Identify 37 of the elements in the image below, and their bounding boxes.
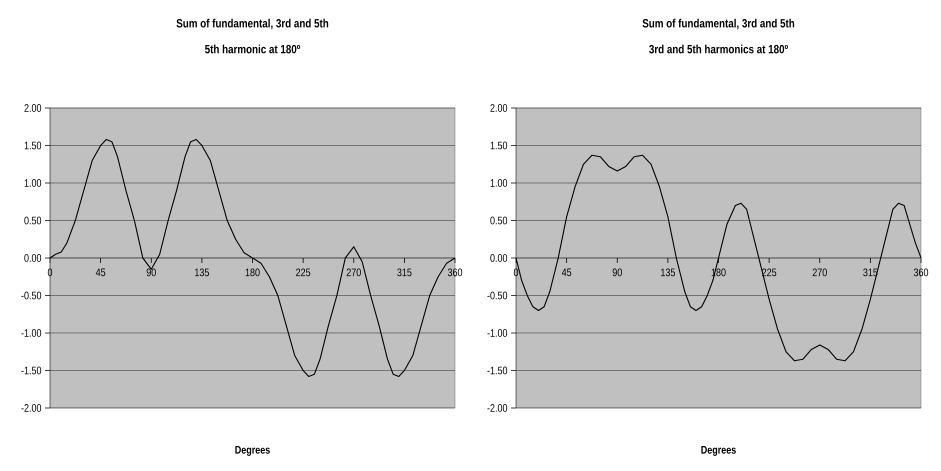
y-tick-label: 2.00 [24,104,42,112]
x-tick-label: 135 [195,268,210,276]
y-tick-label: -1.00 [487,329,508,337]
y-tick-label: 1.00 [490,179,508,187]
y-tick-label: -2.00 [21,404,42,412]
y-tick-label: -0.50 [21,292,42,300]
x-tick-label: 180 [246,268,260,276]
x-tick-label: 270 [346,268,361,276]
y-tick-label: 1.50 [24,142,42,150]
y-tick-label: -0.50 [487,292,508,300]
y-tick-label: -1.50 [21,366,42,374]
x-tick-label: 45 [96,268,106,276]
y-tick-label: -2.00 [487,404,508,412]
y-tick-label: 0.00 [24,254,42,262]
y-tick-label: 1.50 [490,142,508,150]
y-tick-label: 1.00 [24,179,42,187]
y-tick-label: 0.00 [490,254,508,262]
chart-subtitle: 3rd and 5th harmonics at 180º [649,44,788,54]
chart-subtitle: 5th harmonic at 180º [204,44,300,54]
x-axis-title: Degrees [701,446,736,456]
chart-title: Sum of fundamental, 3rd and 5th [176,18,328,30]
x-tick-label: 360 [448,268,462,276]
x-tick-label: 45 [562,268,572,276]
x-tick-label: 135 [661,268,676,276]
y-tick-label: -1.50 [487,366,508,374]
chart-title: Sum of fundamental, 3rd and 5th [642,18,794,30]
y-tick-label: 0.50 [490,216,508,224]
y-tick-label: 0.50 [24,216,42,224]
x-tick-label: 90 [146,268,156,276]
x-tick-label: 225 [296,268,310,276]
x-axis-title: Degrees [235,446,270,456]
y-tick-label: 2.00 [490,104,508,112]
x-tick-label: 360 [914,268,928,276]
x-tick-label: 270 [812,268,827,276]
x-tick-label: 315 [397,268,412,276]
x-tick-label: 90 [612,268,622,276]
y-tick-label: -1.00 [21,329,42,337]
